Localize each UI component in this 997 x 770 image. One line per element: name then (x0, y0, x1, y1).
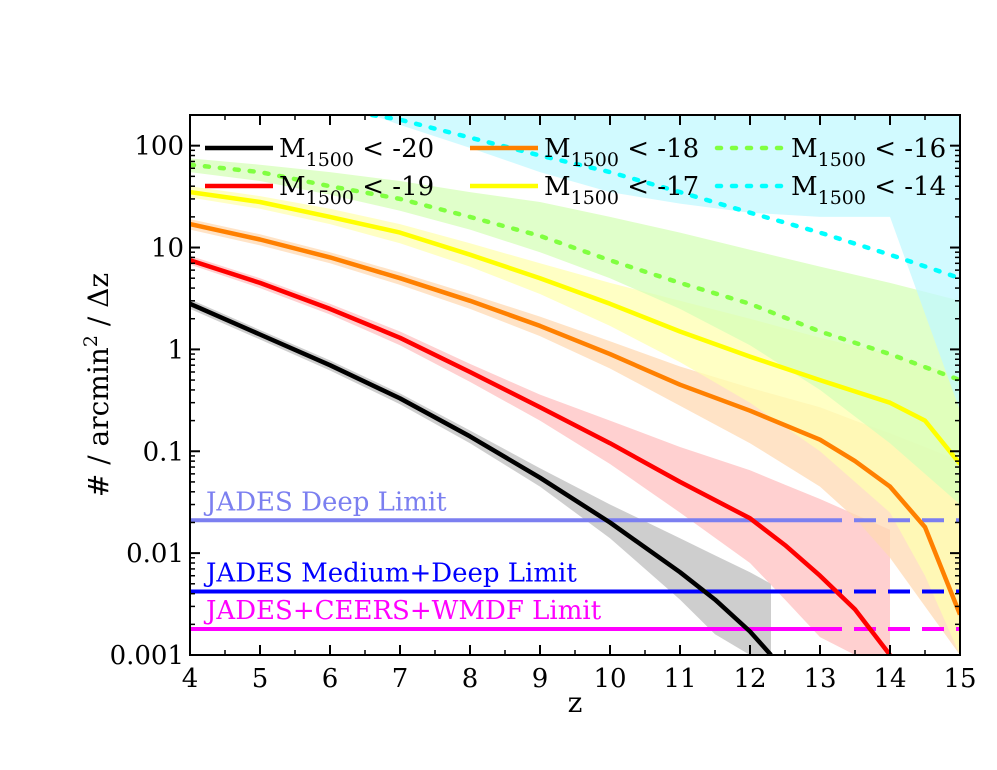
x-tick-label-2: 6 (322, 664, 339, 694)
y-axis-title-main: # / arcmin (82, 347, 115, 497)
legend-label-tail-0: < -20 (354, 134, 434, 164)
line-series-4 (190, 162, 960, 383)
line-series-1 (190, 258, 892, 655)
y-tick-label-2: 0.1 (143, 437, 184, 467)
y-tick-label-5: 100 (134, 132, 184, 162)
x-tick-label-1: 5 (252, 664, 269, 694)
legend-label-tail-4: < -16 (866, 134, 946, 164)
x-tick-label-7: 11 (663, 664, 696, 694)
line-series-2 (190, 221, 960, 616)
legend-label-tail-1: < -19 (354, 172, 434, 202)
uncertainty-bands (190, 115, 960, 655)
legend-label-main-1: M (279, 172, 306, 202)
series-lines (190, 115, 960, 655)
legend-label-3: M1500 < -17 (544, 172, 699, 209)
x-tick-label-9: 13 (803, 664, 836, 694)
y-tick-label-4: 10 (151, 234, 184, 264)
x-axis-title: z (568, 686, 583, 719)
limit-lines (190, 518, 960, 631)
band-series-4 (190, 158, 960, 505)
legend-label-5: M1500 < -14 (791, 172, 946, 209)
limit-labels: JADES Deep Limit JADES Medium+Deep Limit J… (203, 487, 602, 626)
band-series-0 (190, 299, 771, 655)
line-series-3 (190, 189, 960, 466)
x-tick-label-4: 8 (462, 664, 479, 694)
line-series-5 (369, 115, 960, 281)
legend-label-main-2: M (544, 134, 571, 164)
legend-label-0: M1500 < -20 (279, 134, 434, 171)
limit-label-0: JADES Deep Limit (203, 487, 447, 517)
band-series-1 (190, 255, 890, 655)
y-axis-title: # / arcmin2 / Δz (80, 273, 115, 497)
y-axis-title-tail: / Δz (82, 273, 115, 335)
x-tick-label-10: 14 (873, 664, 906, 694)
y-tick-label-1: 0.01 (126, 539, 184, 569)
band-series-5 (372, 115, 960, 411)
x-tick-label-0: 4 (182, 664, 199, 694)
legend-label-tail-5: < -14 (866, 172, 946, 202)
x-tick-label-6: 10 (593, 664, 626, 694)
legend-label-sub-1: 1500 (306, 187, 354, 209)
limit-label-1: JADES Medium+Deep Limit (203, 559, 577, 589)
legend-label-sub-5: 1500 (818, 187, 866, 209)
y-tick-label-0: 0.001 (110, 641, 184, 671)
axis-ticks: 4 5 6 7 8 9 10 11 12 13 14 15 0.001 0.01 0.1 1 10 100 (110, 114, 977, 694)
legend-label-main-5: M (791, 172, 818, 202)
legend-label-sub-3: 1500 (571, 187, 619, 209)
legend-label-sub-0: 1500 (306, 149, 354, 171)
legend-label-main-0: M (279, 134, 306, 164)
legend-label-tail-3: < -17 (619, 172, 699, 202)
x-tick-label-3: 7 (392, 664, 409, 694)
x-tick-label-8: 12 (733, 664, 766, 694)
line-series-0 (190, 301, 773, 655)
legend-label-4: M1500 < -16 (791, 134, 946, 171)
y-axis-title-sup: 2 (80, 335, 102, 347)
legend-label-main-3: M (544, 172, 571, 202)
band-series-3 (190, 186, 960, 655)
legend-label-1: M1500 < -19 (279, 172, 434, 209)
x-tick-label-5: 9 (532, 664, 549, 694)
legend-label-2: M1500 < -18 (544, 134, 699, 171)
legend-label-sub-4: 1500 (818, 149, 866, 171)
legend-label-tail-2: < -18 (619, 134, 699, 164)
y-tick-label-3: 1 (167, 335, 184, 365)
legend-label-sub-2: 1500 (571, 149, 619, 171)
legend-label-main-4: M (791, 134, 818, 164)
limit-label-2: JADES+CEERS+WMDF Limit (203, 596, 602, 626)
x-tick-label-11: 15 (943, 664, 976, 694)
